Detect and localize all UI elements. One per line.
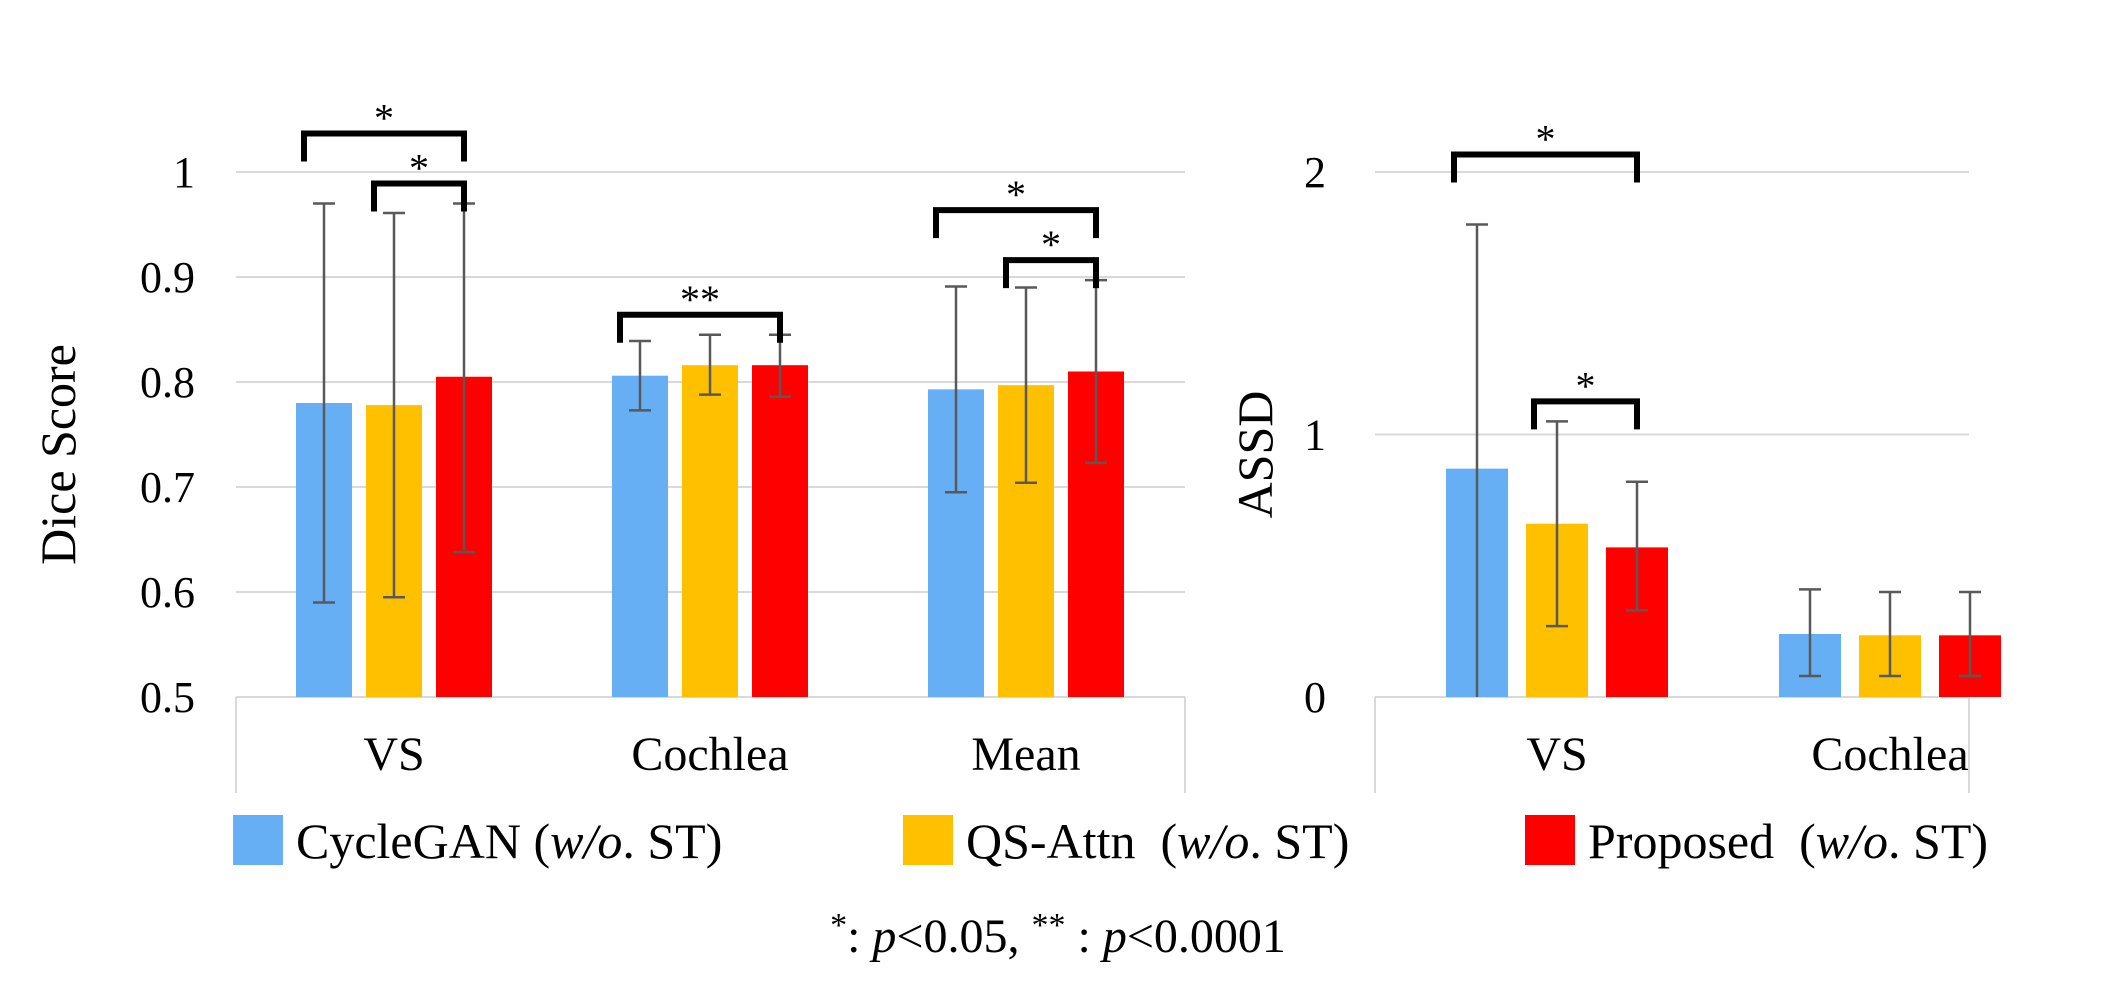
dice-significance-label: * [409, 146, 429, 191]
dice-score-chart: 0.5 0.6 0.7 0.8 0.9 1 Dice Score VS Cochlea Mean *… [30, 96, 1186, 793]
dice-significance-bracket [301, 130, 467, 162]
dice-bar-proposed [752, 365, 808, 697]
dice-ytick-label: 0.9 [140, 253, 195, 302]
dice-significance-bracket [371, 180, 467, 212]
assd-y-axis-label: ASSD [1227, 391, 1283, 519]
dice-ytick-label: 0.5 [140, 673, 195, 722]
assd-ytick-label: 0 [1304, 673, 1326, 722]
dice-significance-bracket [933, 207, 1099, 239]
legend-label-proposed: Proposed (w/o. ST) [1588, 813, 1988, 869]
legend-item-cyclegan: CycleGAN (w/o. ST) [233, 813, 722, 869]
legend-swatch-proposed [1525, 815, 1575, 865]
dice-category-label: Mean [971, 728, 1080, 781]
dice-ytick-label: 1 [173, 148, 195, 197]
dice-ytick-label: 0.6 [140, 568, 195, 617]
significance-footnote: *: p<0.05, ** : p<0.0001 [830, 907, 1286, 963]
dice-significance-label: * [1041, 222, 1061, 267]
assd-chart: 0 1 2 ASSD VS Cochlea * * [1227, 117, 2001, 793]
legend-swatch-cyclegan [233, 815, 283, 865]
assd-significance-bracket [1451, 151, 1640, 183]
dice-bar-cyclegan [612, 375, 668, 697]
assd-significance-label: * [1576, 363, 1596, 408]
dice-significance-bracket [1003, 257, 1099, 289]
dice-significance-label: * [1006, 172, 1026, 217]
assd-category-label: Cochlea [1811, 728, 1968, 781]
dice-significance-label: ** [680, 277, 720, 322]
dice-y-axis-label: Dice Score [30, 344, 86, 565]
assd-ytick-label: 2 [1304, 148, 1326, 197]
assd-category-label: VS [1526, 728, 1587, 781]
dice-bar-qsattn [682, 365, 738, 697]
legend: CycleGAN (w/o. ST) QS-Attn (w/o. ST) Pro… [233, 813, 1988, 869]
dice-ytick-label: 0.8 [140, 358, 195, 407]
dice-category-label: VS [363, 728, 424, 781]
dice-significance-label: * [374, 96, 394, 141]
dice-category-label: Cochlea [631, 728, 788, 781]
legend-item-qsattn: QS-Attn (w/o. ST) [903, 813, 1349, 869]
assd-ytick-label: 1 [1304, 411, 1326, 460]
assd-significance-bracket [1531, 398, 1640, 430]
legend-item-proposed: Proposed (w/o. ST) [1525, 813, 1988, 869]
legend-swatch-qsattn [903, 815, 953, 865]
legend-label-cyclegan: CycleGAN (w/o. ST) [296, 813, 722, 869]
legend-label-qsattn: QS-Attn (w/o. ST) [966, 813, 1349, 869]
assd-significance-label: * [1536, 117, 1556, 162]
dice-significance-bracket [617, 311, 783, 343]
dice-ytick-label: 0.7 [140, 463, 195, 512]
